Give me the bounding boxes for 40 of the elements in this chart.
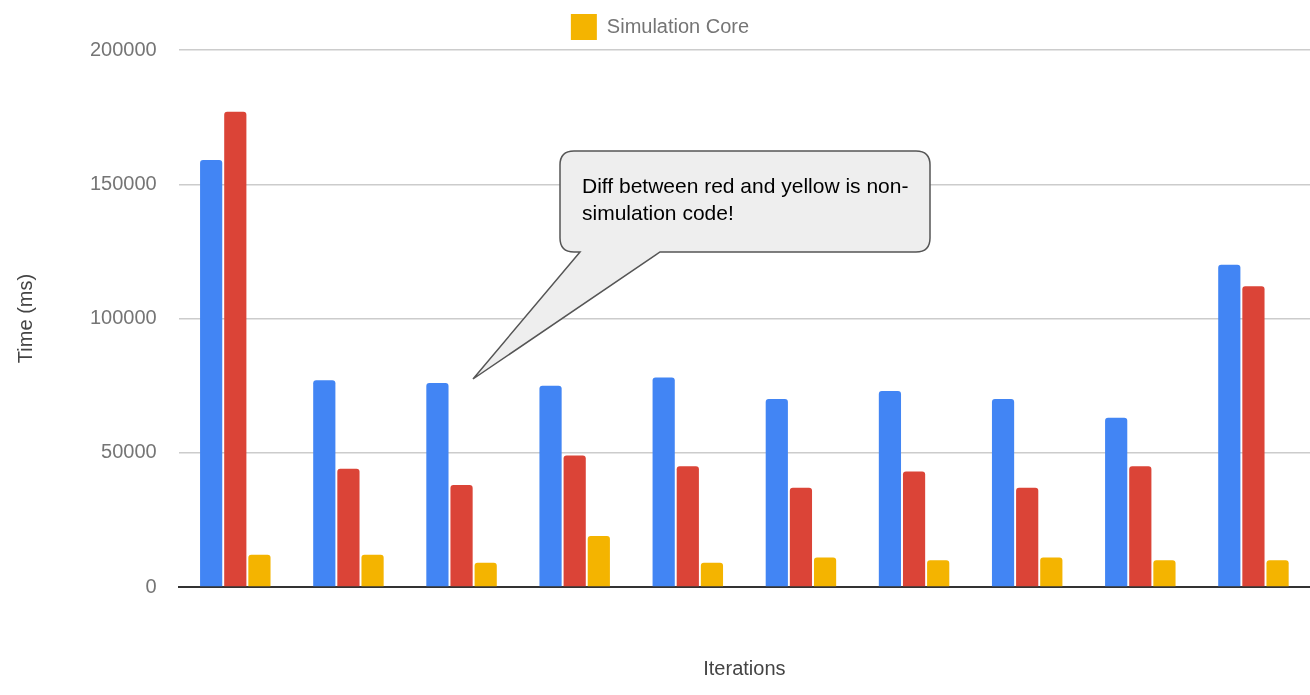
bar [1242, 286, 1265, 587]
bar [426, 382, 449, 587]
bar [902, 471, 926, 587]
bar [1153, 560, 1176, 587]
bar [361, 554, 384, 587]
bar [1266, 560, 1289, 587]
bar [1129, 466, 1152, 587]
bar [789, 487, 813, 587]
bar [652, 377, 675, 587]
bar [474, 562, 497, 587]
bar [1016, 487, 1039, 587]
y-tick-label: 0 [145, 574, 157, 597]
bar [700, 562, 724, 587]
bar [337, 468, 360, 587]
speech-bubble: Diff between red and yellow is non-simulation code! [470, 150, 932, 382]
bar [878, 391, 902, 587]
legend-label: Simulation Core [606, 14, 750, 37]
bar [224, 111, 247, 587]
bar [587, 535, 610, 587]
bar [676, 466, 699, 587]
bar [1040, 557, 1063, 587]
y-tick-label: 150000 [89, 171, 157, 194]
bar [200, 160, 223, 587]
y-tick-label: 200000 [89, 37, 157, 60]
bar [991, 399, 1015, 587]
bar [313, 380, 336, 587]
x-axis-title: Iterations [703, 656, 786, 679]
y-tick-label: 50000 [101, 440, 157, 463]
bar [563, 455, 586, 587]
y-axis-title: Time (ms) [13, 273, 36, 364]
bar [450, 484, 473, 587]
bar [1105, 417, 1128, 587]
bar [539, 385, 562, 587]
annotation: Diff between red and yellow is non-simulation code! [582, 173, 910, 226]
bar [927, 560, 950, 587]
bar [248, 554, 271, 587]
bar [1218, 264, 1241, 587]
bar [765, 399, 788, 587]
bar [813, 557, 837, 587]
y-tick-label: 100000 [89, 306, 157, 329]
